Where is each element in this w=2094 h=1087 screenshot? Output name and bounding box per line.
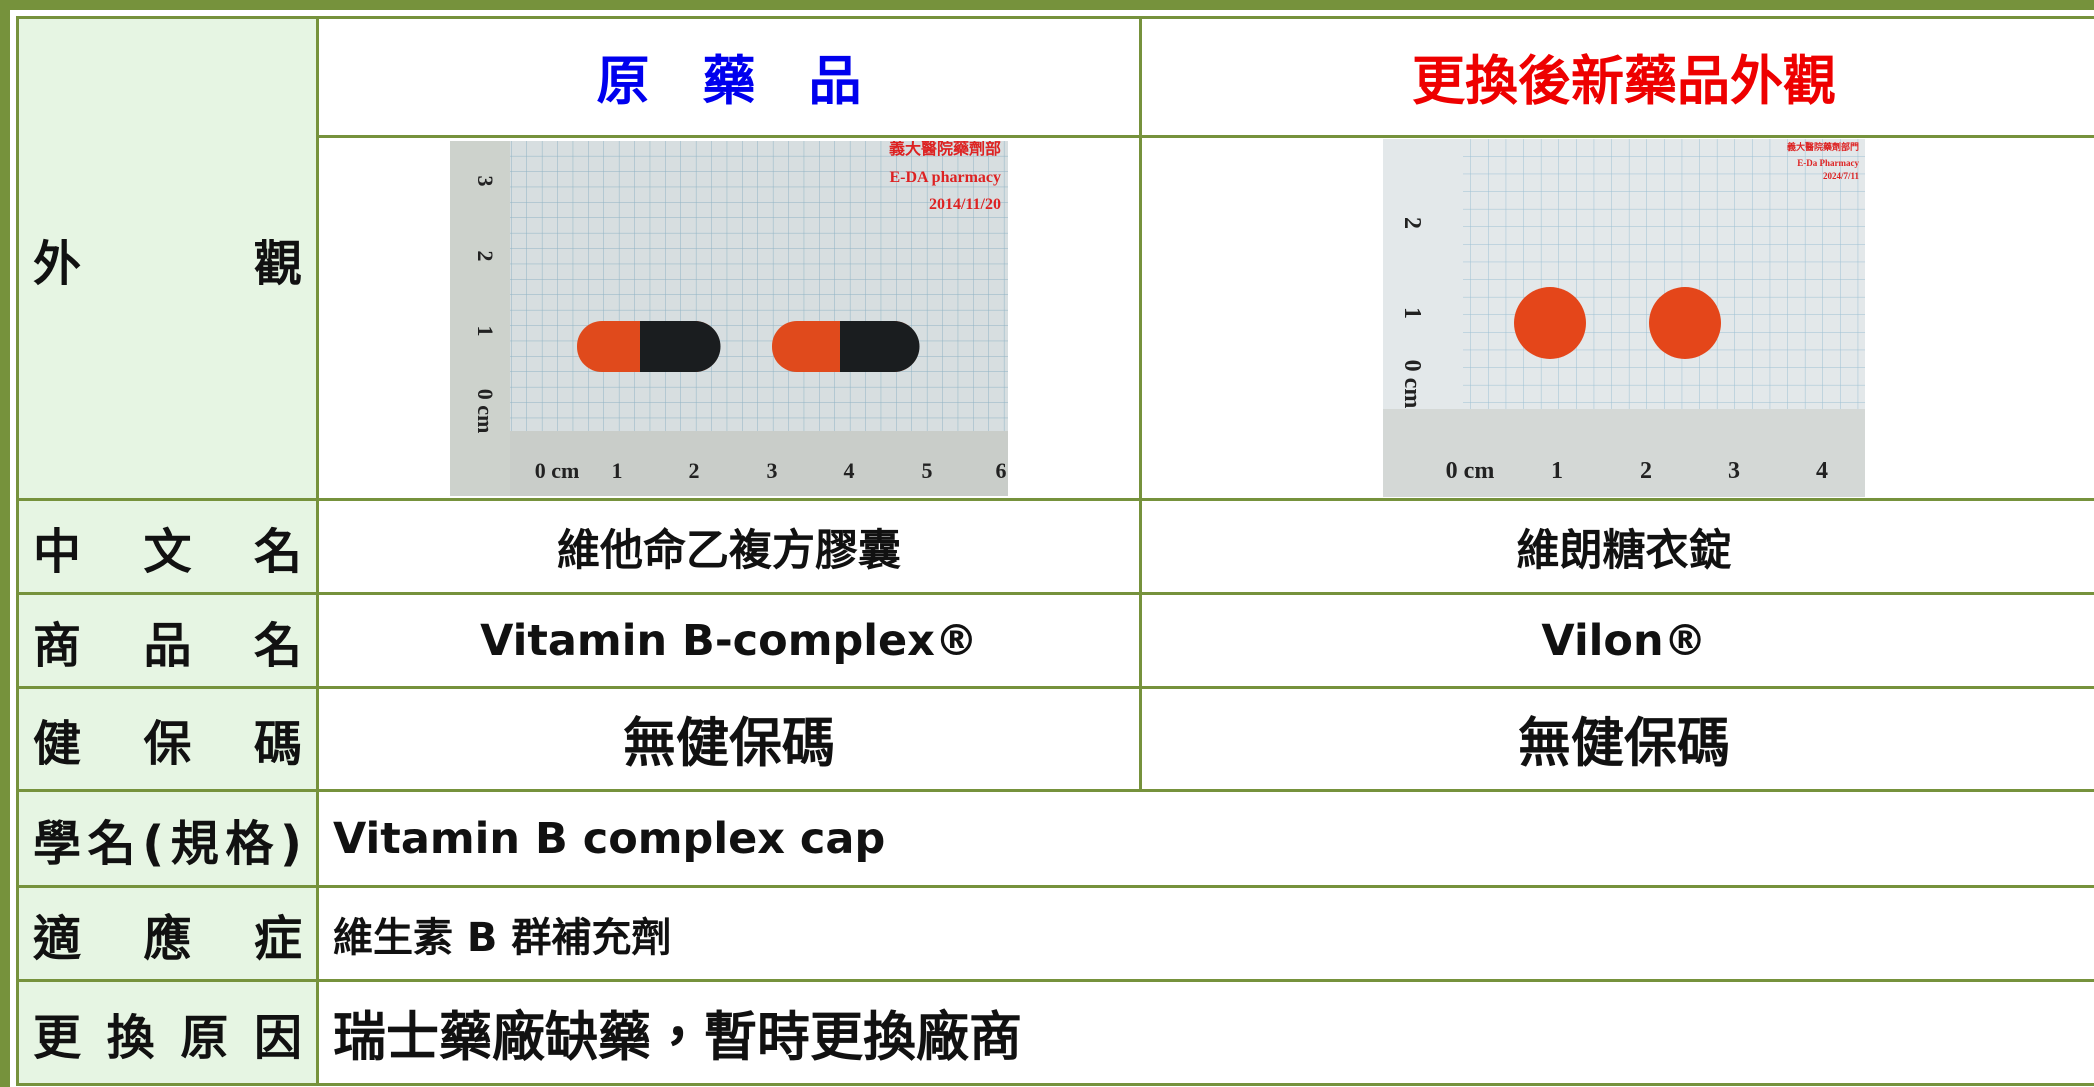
photo-text: E-Da Pharmacy (1797, 158, 1859, 168)
header-original: 原 藥 品 (316, 16, 1142, 138)
photo-text: 2024/7/11 (1823, 171, 1860, 181)
new-value: 維朗糖衣錠 (1139, 498, 2094, 595)
new-value: 無健保碼 (1139, 686, 2094, 792)
photo-text: 3 (767, 458, 778, 483)
photo-text: 2 (689, 458, 700, 483)
photo-cell: 0 cm 1 2 3 4 0 cm 1 2 義大醫院藥劑部門 E-Da Pharmacy 2024… (1139, 135, 2094, 501)
photo-text: 2 (1640, 458, 1652, 484)
photo-text: 0 cm (1399, 360, 1425, 409)
photo-text: 1 (1551, 458, 1563, 484)
original-value: 無健保碼 (316, 686, 1142, 792)
photo-text: 0 cm (1446, 458, 1495, 484)
photo-text: 6 (996, 458, 1007, 483)
photo-text: 義大醫院藥劑部門 (1787, 141, 1859, 152)
original-photo: 0 cm 1 2 3 4 5 6 0 cm 1 2 3 義大醫院藥劑部 E-DA pharmacy 20… (450, 140, 1008, 496)
data-row: 健 保 碼無健保碼 無健保碼 (16, 686, 2094, 792)
drug-table: 外 觀 原 藥 品 更換後新藥品外觀 0 cm 1 2 3 4 5 6 0 cm 1 2 3 義大醫… (16, 16, 2094, 1086)
photo-text: 2014/11/20 (929, 196, 1001, 213)
row-label: 健 保 碼 (16, 686, 319, 792)
row-label: 適 應 症 (16, 885, 319, 982)
data-row: 更 換 原 因瑞士藥廠缺藥，暫時更換廠商 (16, 979, 2094, 1086)
label-cell: 外 觀 (16, 16, 319, 501)
row-value: 維生素 B 群補充劑 (316, 885, 2094, 982)
photo-text: 4 (844, 458, 855, 483)
photo-text: 5 (922, 458, 933, 483)
row-label: 更 換 原 因 (16, 979, 319, 1086)
row-label: 學名(規格) (16, 789, 319, 888)
data-row: 學名(規格) Vitamin B complex cap (16, 789, 2094, 888)
row-value: Vitamin B complex cap (316, 789, 2094, 888)
original-value: Vitamin B-complex® (316, 592, 1142, 689)
row-label: 商 品 名 (16, 592, 319, 689)
row-label: 中 文 名 (16, 498, 319, 595)
new-photo: 0 cm 1 2 3 4 0 cm 1 2 義大醫院藥劑部門 E-Da Pharmacy 2024… (1383, 139, 1865, 497)
photo-text: 4 (1816, 458, 1828, 484)
photo-text: E-DA pharmacy (889, 169, 1001, 186)
data-row: 商 品 名 Vitamin B-complex® Vilon® (16, 592, 2094, 689)
photo-text: 3 (473, 175, 498, 186)
original-value: 維他命乙複方膠囊 (316, 498, 1142, 595)
photo-text: 義大醫院藥劑部 (889, 141, 1001, 158)
row-value: 瑞士藥廠缺藥，暫時更換廠商 (316, 979, 2094, 1086)
photo-text: 0 cm (473, 388, 498, 433)
header-row: 外 觀 原 藥 品 更換後新藥品外觀 (16, 16, 2094, 501)
photo-text: 3 (1728, 458, 1740, 484)
photo-text: 0 cm (535, 458, 580, 483)
new-value: Vilon® (1139, 592, 2094, 689)
data-row: 適 應 症維生素 B 群補充劑 (16, 885, 2094, 982)
photo-row: 0 cm 1 2 3 4 5 6 0 cm 1 2 3 義大醫院藥劑部 E-DA pharmacy 20… (18, 135, 2094, 501)
photo-text: 2 (1399, 217, 1425, 229)
photo-cell: 0 cm 1 2 3 4 5 6 0 cm 1 2 3 義大醫院藥劑部 E-DA pharmacy 20… (316, 135, 1142, 501)
row-label: 外 觀 (33, 235, 302, 292)
header-new: 更換後新藥品外觀 (1139, 16, 2094, 138)
data-row: 中 文 名維他命乙複方膠囊 維朗糖衣錠 (16, 498, 2094, 595)
photo-text: 2 (473, 250, 498, 261)
photo-text: 1 (612, 458, 623, 483)
photo-text: 1 (1399, 307, 1425, 319)
photo-text: 1 (473, 325, 498, 336)
